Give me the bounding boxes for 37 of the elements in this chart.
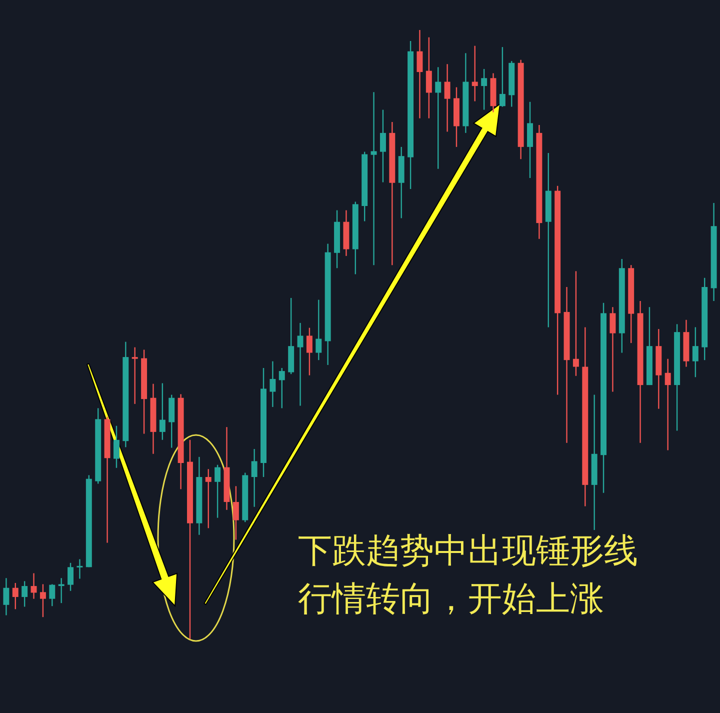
candlestick [527, 101, 533, 179]
candlestick [232, 486, 239, 540]
candlestick [214, 464, 221, 518]
candlestick [316, 299, 322, 361]
candlestick [3, 578, 10, 616]
candlestick [68, 562, 74, 592]
candlestick [444, 64, 450, 132]
candlestick [12, 582, 18, 610]
annotation: 下跌趋势中出现锤形线 [298, 531, 638, 571]
candlestick [435, 66, 442, 170]
candlestick [270, 360, 276, 408]
candlestick [416, 29, 423, 119]
candlestick [306, 327, 312, 376]
candlestick [278, 367, 285, 409]
candlestick [426, 36, 432, 119]
candlestick [132, 346, 138, 405]
candlestick [58, 578, 64, 604]
candlestick [380, 109, 386, 183]
candlestick [297, 322, 304, 406]
candlestick [76, 558, 83, 580]
candlestick [692, 326, 698, 378]
candlestick [472, 45, 478, 102]
candlestick [251, 448, 258, 508]
candlestick [113, 425, 120, 468]
candlestick [610, 306, 616, 392]
candlestick [49, 584, 56, 607]
candlestick [40, 584, 46, 618]
candlestick [30, 572, 37, 600]
annotation: 行情转向，开始上涨 [298, 579, 604, 619]
candlestick [370, 92, 377, 266]
candlestick [572, 270, 579, 377]
candlestick [22, 580, 28, 608]
candlestick [159, 382, 166, 440]
candlestick [664, 358, 671, 451]
candlestick [205, 468, 212, 529]
candlestick [481, 68, 488, 110]
candlestick [499, 46, 506, 108]
